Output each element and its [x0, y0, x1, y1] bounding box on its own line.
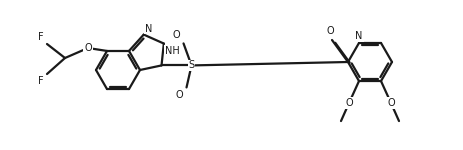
Text: F: F: [38, 76, 44, 86]
Text: N: N: [144, 24, 152, 34]
Text: N: N: [355, 31, 362, 41]
Text: O: O: [173, 30, 180, 40]
Text: O: O: [84, 43, 92, 53]
Text: O: O: [344, 98, 352, 108]
Text: S: S: [188, 60, 194, 70]
Text: NH: NH: [164, 46, 179, 56]
Text: O: O: [175, 90, 183, 101]
Text: F: F: [38, 32, 44, 42]
Text: O: O: [325, 26, 333, 36]
Text: O: O: [386, 98, 394, 108]
